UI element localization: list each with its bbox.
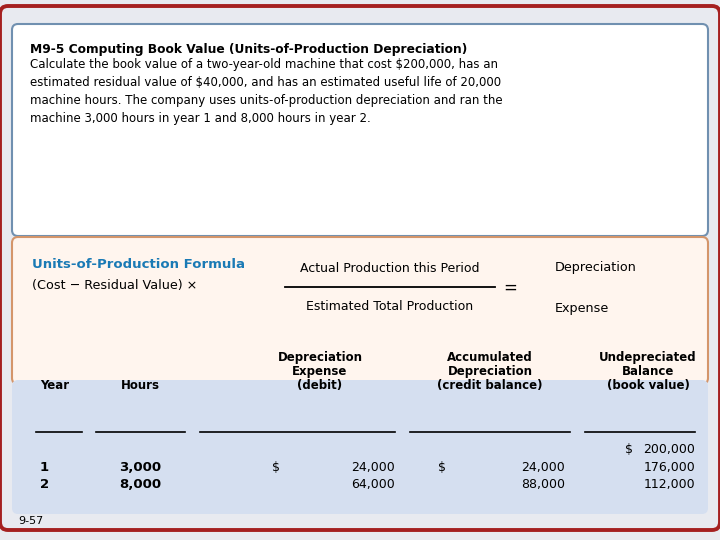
Text: 176,000: 176,000: [643, 461, 695, 474]
FancyBboxPatch shape: [12, 24, 708, 236]
Text: Depreciation: Depreciation: [555, 261, 637, 274]
Text: $: $: [272, 461, 280, 474]
Text: Actual Production this Period: Actual Production this Period: [300, 262, 480, 275]
Text: 88,000: 88,000: [521, 478, 565, 491]
Text: $: $: [438, 461, 446, 474]
FancyBboxPatch shape: [12, 380, 708, 514]
Text: Hours: Hours: [120, 379, 160, 392]
Text: Balance: Balance: [622, 365, 674, 378]
Text: 3,000: 3,000: [119, 461, 161, 474]
Text: =: =: [503, 279, 517, 297]
Text: Accumulated: Accumulated: [447, 351, 533, 364]
Text: M9-5 Computing Book Value (Units-of-Production Depreciation): M9-5 Computing Book Value (Units-of-Prod…: [30, 43, 467, 56]
Text: 24,000: 24,000: [521, 461, 565, 474]
Text: Estimated Total Production: Estimated Total Production: [307, 300, 474, 313]
Text: 24,000: 24,000: [351, 461, 395, 474]
Text: 2: 2: [40, 478, 49, 491]
Text: $: $: [625, 443, 633, 456]
Text: Calculate the book value of a two-year-old machine that cost $200,000, has an
es: Calculate the book value of a two-year-o…: [30, 58, 503, 125]
Text: (book value): (book value): [606, 379, 690, 392]
Text: Year: Year: [40, 379, 69, 392]
Text: 1: 1: [40, 461, 49, 474]
Text: 64,000: 64,000: [351, 478, 395, 491]
Text: Units-of-Production Formula: Units-of-Production Formula: [32, 258, 245, 271]
Text: Depreciation: Depreciation: [448, 365, 533, 378]
Text: 200,000: 200,000: [643, 443, 695, 456]
FancyBboxPatch shape: [0, 6, 720, 530]
Text: 9-57: 9-57: [18, 516, 43, 526]
Text: Undepreciated: Undepreciated: [599, 351, 697, 364]
Text: Expense: Expense: [292, 365, 348, 378]
Text: 112,000: 112,000: [644, 478, 695, 491]
Text: 8,000: 8,000: [119, 478, 161, 491]
Text: (credit balance): (credit balance): [437, 379, 543, 392]
Text: Expense: Expense: [555, 302, 609, 315]
Text: (Cost − Residual Value) ×: (Cost − Residual Value) ×: [32, 279, 197, 292]
Text: Depreciation: Depreciation: [277, 351, 362, 364]
Text: (debit): (debit): [297, 379, 343, 392]
FancyBboxPatch shape: [12, 237, 708, 384]
